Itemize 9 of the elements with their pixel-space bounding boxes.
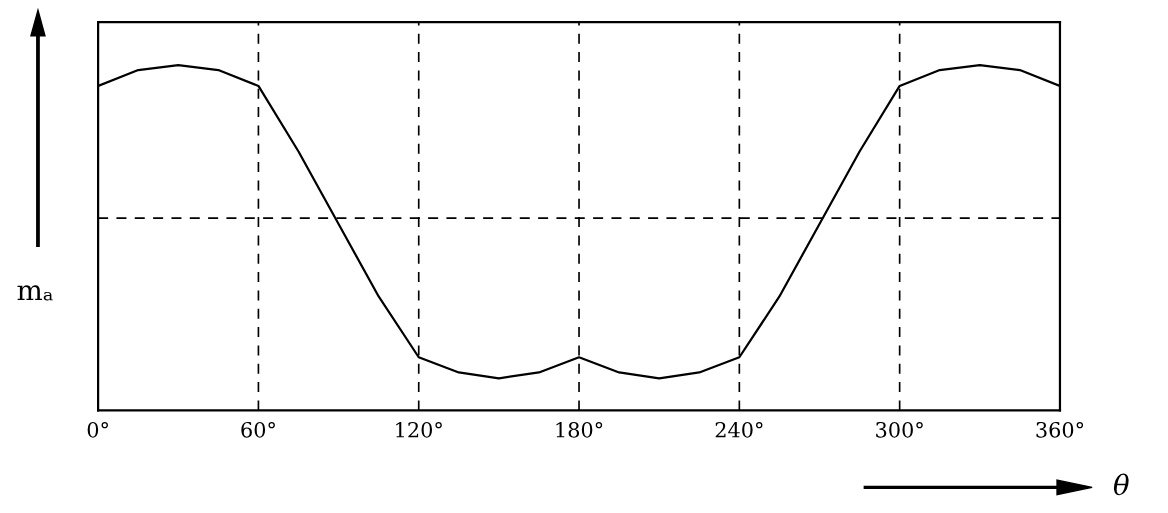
x-tick-label: 0° [87,421,108,438]
x-tick-label: 240° [715,421,763,438]
x-tick-label: 120° [396,421,442,438]
y-axis-title: mₐ [17,285,53,301]
x-tick-label: 300° [876,421,923,438]
x-axis-title: θ [1113,473,1129,496]
x-tick-label: 60° [241,421,275,438]
x-tick-label: 180° [556,421,603,438]
x-tick-label: 360° [1036,421,1084,438]
